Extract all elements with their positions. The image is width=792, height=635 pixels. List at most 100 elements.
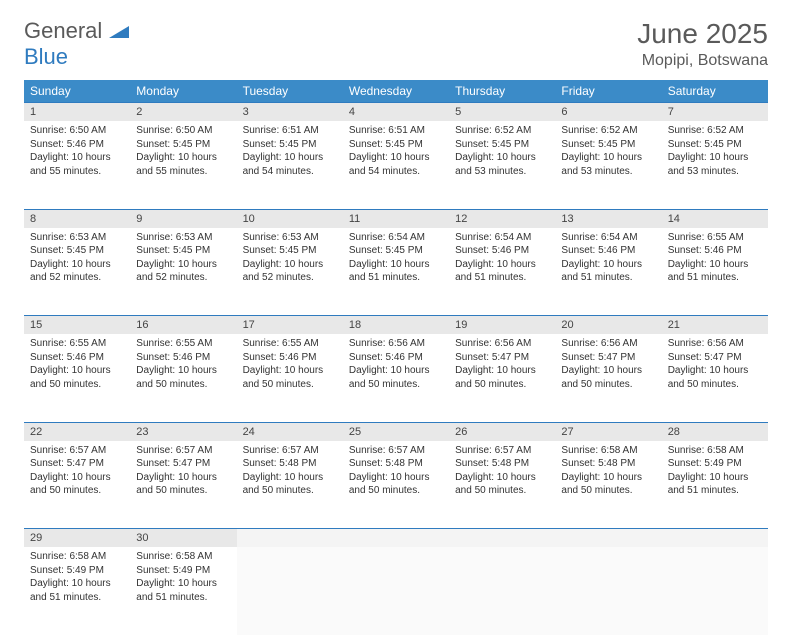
day-number: 13 (555, 209, 661, 228)
empty-day-number (449, 529, 555, 548)
day-number: 7 (662, 103, 768, 122)
day-sunrise: Sunrise: 6:58 AM (136, 550, 230, 564)
day-number: 18 (343, 316, 449, 335)
day-number: 2 (130, 103, 236, 122)
day-sunrise: Sunrise: 6:50 AM (30, 124, 124, 138)
day-number: 26 (449, 422, 555, 441)
day-sunset: Sunset: 5:47 PM (561, 351, 655, 365)
day-number: 5 (449, 103, 555, 122)
day-cell: Sunrise: 6:56 AMSunset: 5:47 PMDaylight:… (449, 334, 555, 422)
day-sunrise: Sunrise: 6:54 AM (455, 231, 549, 245)
day-number: 1 (24, 103, 130, 122)
day-day2: and 53 minutes. (668, 165, 762, 179)
title-block: June 2025 Mopipi, Botswana (637, 18, 768, 70)
day-sunset: Sunset: 5:45 PM (561, 138, 655, 152)
day-cell: Sunrise: 6:55 AMSunset: 5:46 PMDaylight:… (24, 334, 130, 422)
day-number: 4 (343, 103, 449, 122)
day-day1: Daylight: 10 hours (136, 471, 230, 485)
day-cell: Sunrise: 6:56 AMSunset: 5:47 PMDaylight:… (662, 334, 768, 422)
weekday-header: Saturday (662, 80, 768, 103)
day-day1: Daylight: 10 hours (243, 471, 337, 485)
day-day2: and 50 minutes. (668, 378, 762, 392)
day-number: 22 (24, 422, 130, 441)
day-cell: Sunrise: 6:52 AMSunset: 5:45 PMDaylight:… (555, 121, 661, 209)
day-cell: Sunrise: 6:53 AMSunset: 5:45 PMDaylight:… (237, 228, 343, 316)
day-sunrise: Sunrise: 6:55 AM (668, 231, 762, 245)
empty-day-number (237, 529, 343, 548)
day-cell: Sunrise: 6:57 AMSunset: 5:48 PMDaylight:… (449, 441, 555, 529)
day-sunset: Sunset: 5:49 PM (30, 564, 124, 578)
day-number: 27 (555, 422, 661, 441)
day-day2: and 52 minutes. (136, 271, 230, 285)
day-day1: Daylight: 10 hours (30, 471, 124, 485)
location: Mopipi, Botswana (637, 52, 768, 70)
logo-triangle-icon (109, 24, 129, 43)
day-sunrise: Sunrise: 6:52 AM (455, 124, 549, 138)
day-sunset: Sunset: 5:45 PM (668, 138, 762, 152)
day-day2: and 50 minutes. (455, 484, 549, 498)
day-sunrise: Sunrise: 6:53 AM (136, 231, 230, 245)
day-number: 25 (343, 422, 449, 441)
day-day1: Daylight: 10 hours (455, 364, 549, 378)
week-body-row: Sunrise: 6:53 AM Sunset: 5:45 PM Daylight:… (24, 228, 768, 316)
day-day2: and 51 minutes. (561, 271, 655, 285)
day-day2: and 50 minutes. (349, 484, 443, 498)
day-sunset: Sunset: 5:46 PM (349, 351, 443, 365)
week-body-row: Sunrise: 6:57 AMSunset: 5:47 PMDaylight:… (24, 441, 768, 529)
day-number: 16 (130, 316, 236, 335)
day-cell: Sunrise: 6:56 AMSunset: 5:47 PMDaylight:… (555, 334, 661, 422)
day-day1: Daylight: 10 hours (455, 258, 549, 272)
day-sunrise: Sunrise: 6:56 AM (349, 337, 443, 351)
day-day2: and 51 minutes. (136, 591, 230, 605)
empty-day-cell (662, 547, 768, 635)
weekday-header: Thursday (449, 80, 555, 103)
day-day1: Daylight: 10 hours (561, 151, 655, 165)
day-cell: Sunrise: 6:57 AMSunset: 5:48 PMDaylight:… (237, 441, 343, 529)
day-day1: Daylight: 10 hours (668, 258, 762, 272)
day-sunset: Sunset: 5:46 PM (455, 244, 549, 258)
day-sunset: Sunset: 5:45 PM (243, 244, 337, 258)
header: General Blue June 2025 Mopipi, Botswana (24, 18, 768, 70)
day-day2: and 53 minutes. (561, 165, 655, 179)
day-day1: Daylight: 10 hours (30, 151, 124, 165)
day-cell: Sunrise: 6:52 AMSunset: 5:45 PMDaylight:… (449, 121, 555, 209)
day-number: 9 (130, 209, 236, 228)
day-number: 10 (237, 209, 343, 228)
day-sunset: Sunset: 5:47 PM (668, 351, 762, 365)
day-cell: Sunrise: 6:58 AMSunset: 5:49 PMDaylight:… (662, 441, 768, 529)
logo-line2: Blue (24, 44, 68, 69)
day-sunrise: Sunrise: 6:58 AM (30, 550, 124, 564)
day-day2: and 50 minutes. (136, 378, 230, 392)
day-day1: Daylight: 10 hours (349, 364, 443, 378)
day-day2: and 51 minutes. (668, 484, 762, 498)
logo-text-block: General Blue (24, 18, 129, 70)
day-sunrise: Sunrise: 6:56 AM (668, 337, 762, 351)
day-sunrise: Sunrise: 6:55 AM (30, 337, 124, 351)
day-day2: and 51 minutes. (668, 271, 762, 285)
day-cell: Sunrise: 6:58 AMSunset: 5:48 PMDaylight:… (555, 441, 661, 529)
day-sunset: Sunset: 5:45 PM (136, 138, 230, 152)
day-day2: and 50 minutes. (243, 378, 337, 392)
day-day2: and 51 minutes. (30, 591, 124, 605)
day-day1: Daylight: 10 hours (668, 151, 762, 165)
day-number: 21 (662, 316, 768, 335)
day-cell: Sunrise: 6:57 AMSunset: 5:48 PMDaylight:… (343, 441, 449, 529)
day-cell: Sunrise: 6:50 AMSunset: 5:46 PMDaylight:… (24, 121, 130, 209)
day-cell: Sunrise: 6:51 AMSunset: 5:45 PMDaylight:… (343, 121, 449, 209)
day-number: 29 (24, 529, 130, 548)
day-day1: Daylight: 10 hours (561, 258, 655, 272)
day-number: 19 (449, 316, 555, 335)
day-sunset: Sunset: 5:46 PM (243, 351, 337, 365)
day-cell: Sunrise: 6:55 AMSunset: 5:46 PMDaylight:… (662, 228, 768, 316)
day-day1: Daylight: 10 hours (136, 151, 230, 165)
day-sunset: Sunset: 5:45 PM (243, 138, 337, 152)
day-sunrise: Sunrise: 6:51 AM (243, 124, 337, 138)
empty-day-number (662, 529, 768, 548)
week-number-row: 1234567 (24, 103, 768, 122)
day-number: 8 (24, 209, 130, 228)
day-cell: Sunrise: 6:51 AMSunset: 5:45 PMDaylight:… (237, 121, 343, 209)
day-number: 11 (343, 209, 449, 228)
day-sunset: Sunset: 5:47 PM (136, 457, 230, 471)
logo: General Blue (24, 18, 129, 70)
day-cell: Sunrise: 6:54 AMSunset: 5:46 PMDaylight:… (449, 228, 555, 316)
